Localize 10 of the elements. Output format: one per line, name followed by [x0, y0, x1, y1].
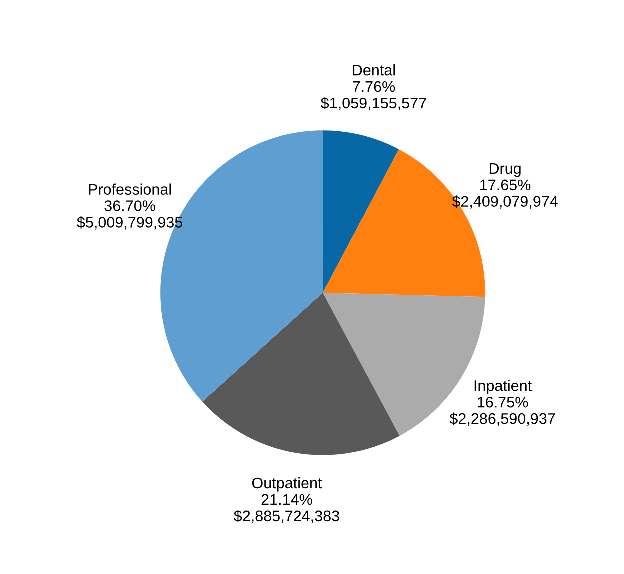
slice-label: Inpatient	[474, 380, 532, 394]
data-label: 21.14% $2,885,724,383	[234, 494, 340, 524]
slice-label: Dental	[353, 64, 396, 76]
slice-label: Outpatient	[252, 477, 322, 492]
slice-label: Professional	[89, 184, 172, 195]
pie-slice	[202, 293, 400, 456]
pie-slice	[323, 130, 400, 293]
data-label: 16.75% $2,286,590,937	[450, 396, 556, 426]
data-label: 7.76% $1,059,155,577	[321, 81, 426, 110]
slice-label: Drug	[490, 163, 521, 178]
